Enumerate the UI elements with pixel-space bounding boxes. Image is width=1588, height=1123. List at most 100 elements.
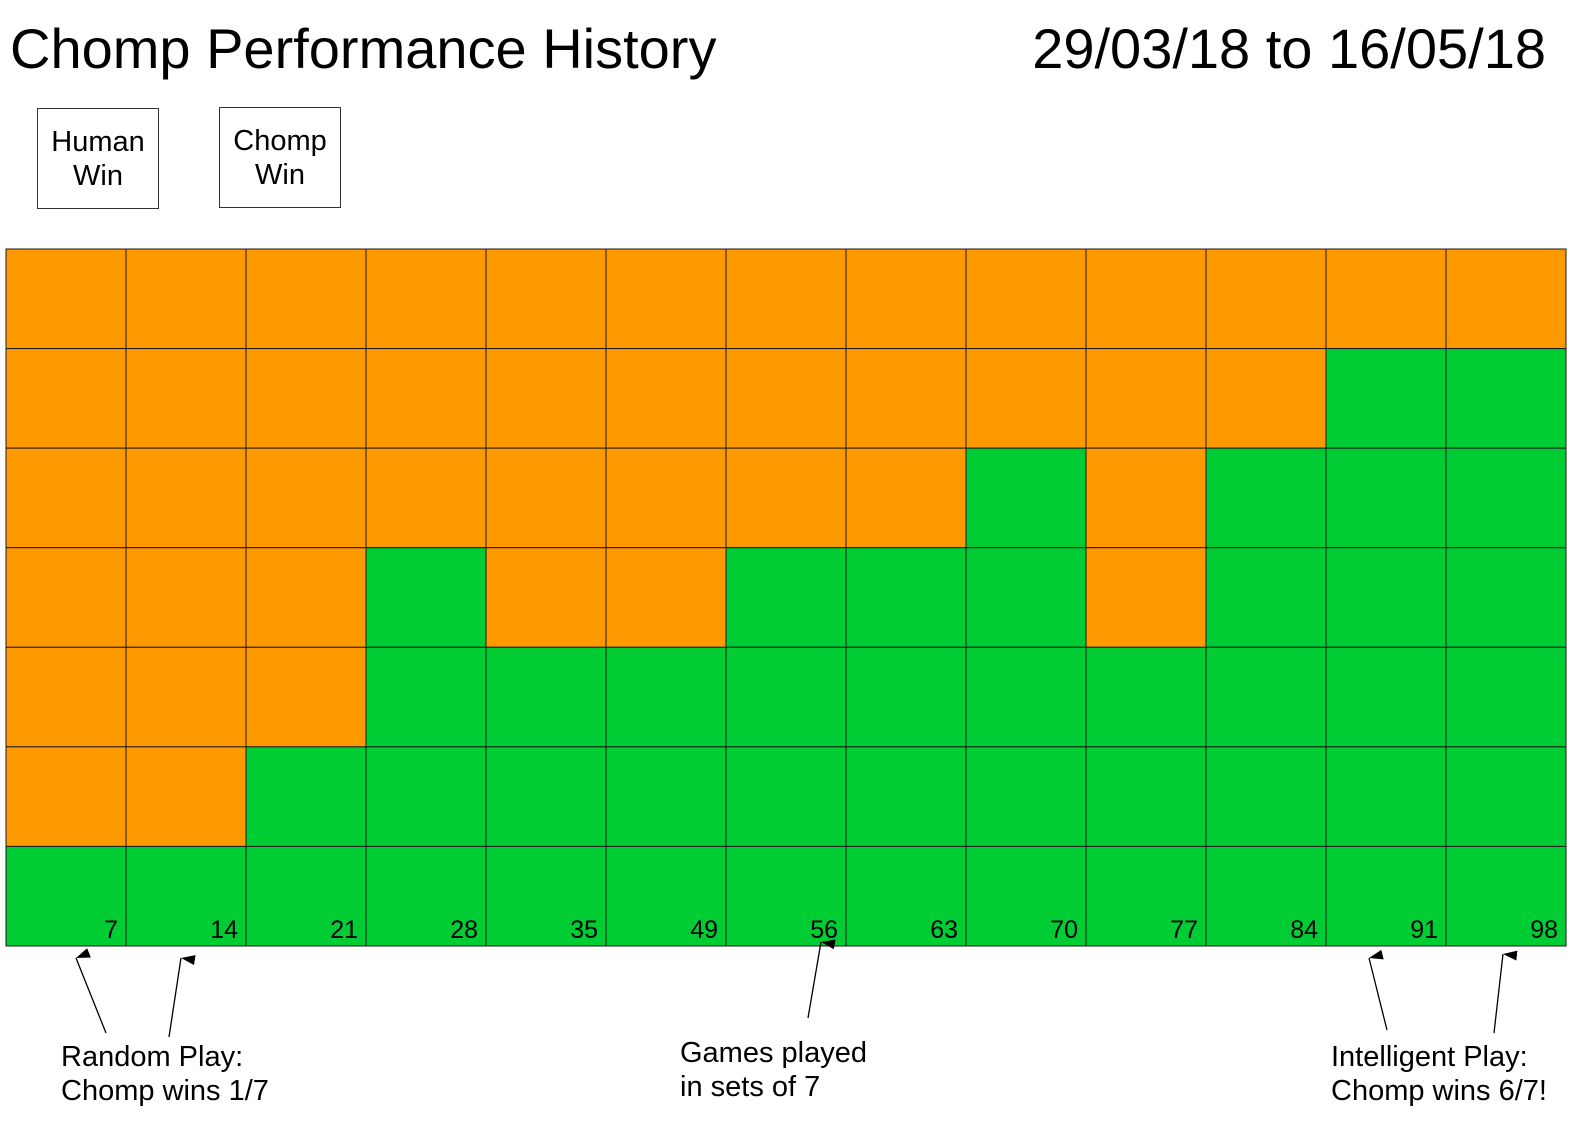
chart-title: Chomp Performance History: [10, 17, 717, 80]
chomp-win-cell-0-6: [5, 845, 127, 947]
games-count-label-35: 35: [570, 916, 598, 944]
human-win-cell-0-3: [5, 547, 127, 648]
human-win-cell-1-3: [125, 547, 247, 648]
chomp-win-cell-12-6: [1445, 845, 1567, 947]
chomp-win-cell-11-1: [1325, 348, 1447, 449]
human-win-cell-0-5: [5, 746, 127, 847]
annotation-random-play: Random Play: Chomp wins 1/7: [61, 1041, 269, 1107]
chomp-win-cell-8-2: [965, 447, 1087, 549]
human-win-cell-5-2: [605, 447, 727, 549]
human-win-cell-10-0: [1205, 248, 1327, 350]
human-win-cell-7-2: [845, 447, 967, 549]
chomp-win-cell-12-4: [1445, 646, 1567, 748]
human-win-cell-2-4: [245, 646, 367, 748]
chomp-win-cell-10-2: [1205, 447, 1327, 549]
human-win-cell-9-0: [1085, 248, 1207, 350]
human-win-cell-4-0: [485, 248, 607, 350]
human-win-cell-4-2: [485, 447, 607, 549]
chomp-win-cell-10-6: [1205, 845, 1327, 947]
chomp-win-cell-7-5: [845, 746, 967, 847]
legend-chomp-win: Chomp Win: [219, 107, 341, 208]
games-count-label-63: 63: [930, 916, 958, 944]
human-win-cell-10-1: [1205, 348, 1327, 449]
chomp-win-cell-9-6: [1085, 845, 1207, 947]
human-win-cell-0-0: [5, 248, 127, 350]
chomp-win-cell-7-4: [845, 646, 967, 748]
games-count-label-91: 91: [1410, 916, 1438, 944]
chomp-win-cell-6-4: [725, 646, 847, 748]
chomp-win-cell-5-6: [605, 845, 727, 947]
human-win-cell-11-0: [1325, 248, 1447, 350]
human-win-cell-0-2: [5, 447, 127, 549]
chomp-win-cell-5-4: [605, 646, 727, 748]
human-win-cell-7-0: [845, 248, 967, 350]
chomp-win-cell-11-5: [1325, 746, 1447, 847]
games-count-label-7: 7: [104, 916, 118, 944]
chomp-win-cell-11-6: [1325, 845, 1447, 947]
chomp-win-cell-11-2: [1325, 447, 1447, 549]
human-win-cell-3-2: [365, 447, 487, 549]
chomp-win-cell-7-3: [845, 547, 967, 648]
chomp-win-cell-11-4: [1325, 646, 1447, 748]
human-win-cell-12-0: [1445, 248, 1567, 350]
human-win-cell-1-2: [125, 447, 247, 549]
games-count-label-84: 84: [1290, 916, 1318, 944]
human-win-cell-5-0: [605, 248, 727, 350]
human-win-cell-2-2: [245, 447, 367, 549]
chomp-win-cell-10-5: [1205, 746, 1327, 847]
chomp-win-cell-12-5: [1445, 746, 1567, 847]
human-win-cell-4-3: [485, 547, 607, 648]
human-win-cell-2-0: [245, 248, 367, 350]
chomp-win-cell-2-5: [245, 746, 367, 847]
chomp-win-cell-9-5: [1085, 746, 1207, 847]
chomp-win-cell-1-6: [125, 845, 247, 947]
human-win-cell-9-1: [1085, 348, 1207, 449]
human-win-cell-3-1: [365, 348, 487, 449]
human-win-cell-1-0: [125, 248, 247, 350]
human-win-cell-5-3: [605, 547, 727, 648]
human-win-cell-5-1: [605, 348, 727, 449]
chomp-win-cell-10-3: [1205, 547, 1327, 648]
human-win-cell-0-1: [5, 348, 127, 449]
legend-human-win: Human Win: [37, 108, 159, 209]
chomp-win-cell-8-4: [965, 646, 1087, 748]
human-win-cell-7-1: [845, 348, 967, 449]
chomp-win-cell-6-5: [725, 746, 847, 847]
human-win-cell-2-3: [245, 547, 367, 648]
games-count-label-28: 28: [450, 916, 478, 944]
chomp-win-cell-3-4: [365, 646, 487, 748]
chomp-win-cell-4-6: [485, 845, 607, 947]
human-win-cell-9-3: [1085, 547, 1207, 648]
human-win-cell-1-4: [125, 646, 247, 748]
chomp-win-cell-9-4: [1085, 646, 1207, 748]
human-win-cell-0-4: [5, 646, 127, 748]
chomp-win-cell-12-1: [1445, 348, 1567, 449]
human-win-cell-9-2: [1085, 447, 1207, 549]
human-win-cell-6-0: [725, 248, 847, 350]
games-count-label-77: 77: [1170, 916, 1198, 944]
human-win-cell-6-1: [725, 348, 847, 449]
human-win-cell-6-2: [725, 447, 847, 549]
human-win-cell-8-1: [965, 348, 1087, 449]
chomp-win-cell-11-3: [1325, 547, 1447, 648]
chomp-win-cell-4-5: [485, 746, 607, 847]
chomp-win-cell-6-6: [725, 845, 847, 947]
human-win-cell-1-1: [125, 348, 247, 449]
human-win-cell-4-1: [485, 348, 607, 449]
chomp-win-cell-8-6: [965, 845, 1087, 947]
games-count-label-14: 14: [210, 916, 238, 944]
chomp-win-cell-3-6: [365, 845, 487, 947]
human-win-cell-1-5: [125, 746, 247, 847]
games-count-label-21: 21: [330, 916, 358, 944]
chomp-win-cell-7-6: [845, 845, 967, 947]
chomp-win-cell-3-5: [365, 746, 487, 847]
chomp-win-cell-8-5: [965, 746, 1087, 847]
games-count-label-56: 56: [810, 916, 838, 944]
games-count-label-98: 98: [1530, 916, 1558, 944]
chomp-win-cell-10-4: [1205, 646, 1327, 748]
games-count-label-70: 70: [1050, 916, 1078, 944]
annotation-games-played: Games played in sets of 7: [680, 1037, 867, 1103]
human-win-cell-2-1: [245, 348, 367, 449]
chomp-win-cell-6-3: [725, 547, 847, 648]
